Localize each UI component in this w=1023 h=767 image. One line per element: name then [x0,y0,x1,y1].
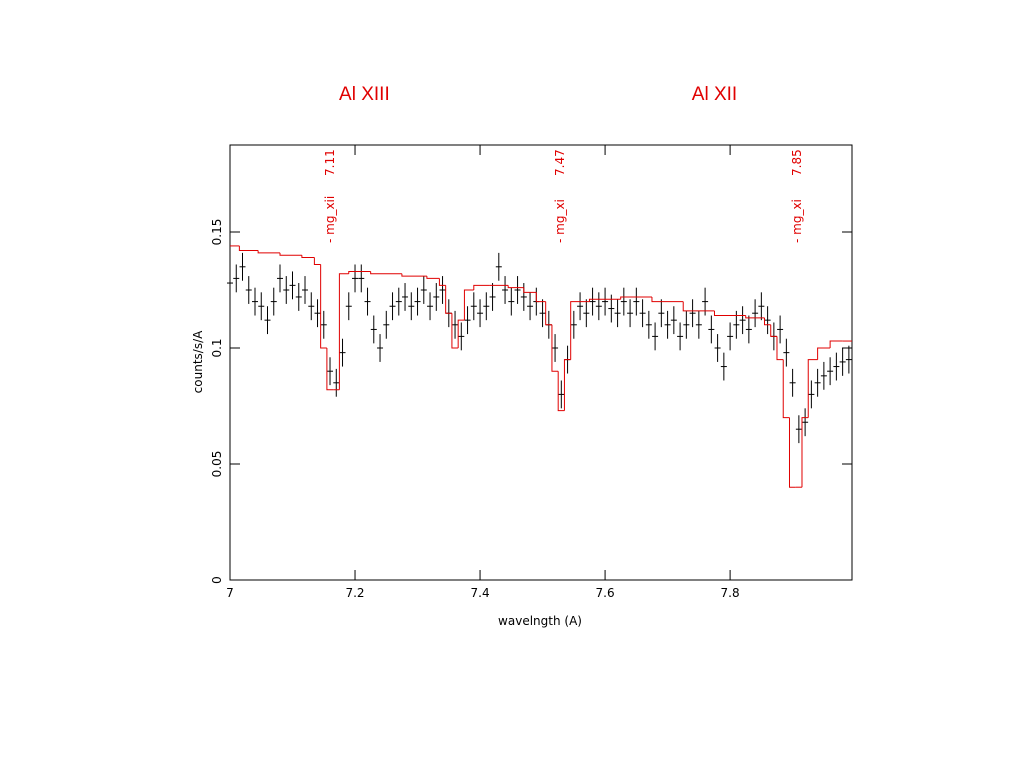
model-step [473,284,490,290]
x-tick-label: 7.4 [471,586,490,600]
model-step [570,301,590,360]
line-name: - mg_xii [323,196,337,243]
plot-frame [229,144,853,581]
model-step [817,347,831,360]
model-step [438,278,446,286]
annotation: Al XIII [339,84,390,105]
model-step [301,255,315,259]
model-step [238,245,259,252]
model-step [545,301,552,326]
model-step [326,348,334,391]
y-tick-label: 0.1 [210,338,224,357]
model-step [426,276,440,279]
model-step [338,273,349,390]
y-tick-label: 0.15 [210,219,224,246]
model-step [370,271,402,275]
model-step [557,371,565,412]
model-step [788,417,796,488]
model-step [445,285,452,314]
model-step [770,324,777,337]
y-axis-label: counts/s/A [191,330,205,393]
model-step [713,310,746,317]
annotation: Al XII [692,84,737,105]
x-tick-label: 7.6 [596,586,615,600]
x-axis-label: wavelngth (A) [498,614,582,628]
model-step [763,317,771,326]
model-step [682,301,715,312]
y-tick-label: 0.05 [210,451,224,478]
model-step [535,292,546,303]
model-step [523,287,537,293]
model-step [451,313,459,349]
line-wavelength: 7.47 [553,149,567,176]
model-step [563,359,571,411]
x-tick-label: 7.2 [345,586,364,600]
x-tick-label: 7 [226,586,234,600]
model-step [651,296,684,303]
model-step [348,270,371,274]
line-name: - mg_xi [790,199,804,243]
model-step [782,359,790,419]
model-step [745,315,765,319]
line-name: - mg_xi [553,199,567,243]
model-step [320,264,327,349]
model-step [313,257,321,265]
model-step [807,359,818,418]
model-step [507,285,524,289]
model-step [463,289,474,321]
model-step [776,336,784,361]
model-step [257,250,281,254]
line-wavelength: 7.85 [790,149,804,176]
model-step [620,296,652,300]
line-wavelength: 7.11 [323,149,337,176]
model-step [801,417,809,488]
model-step [588,298,621,302]
x-tick-label: 7.8 [721,586,740,600]
model-step [279,252,302,256]
model-step [829,340,843,348]
model-step [401,273,427,277]
model-step [551,324,559,372]
model-step [457,319,465,348]
y-tick-label: 0 [210,576,224,584]
